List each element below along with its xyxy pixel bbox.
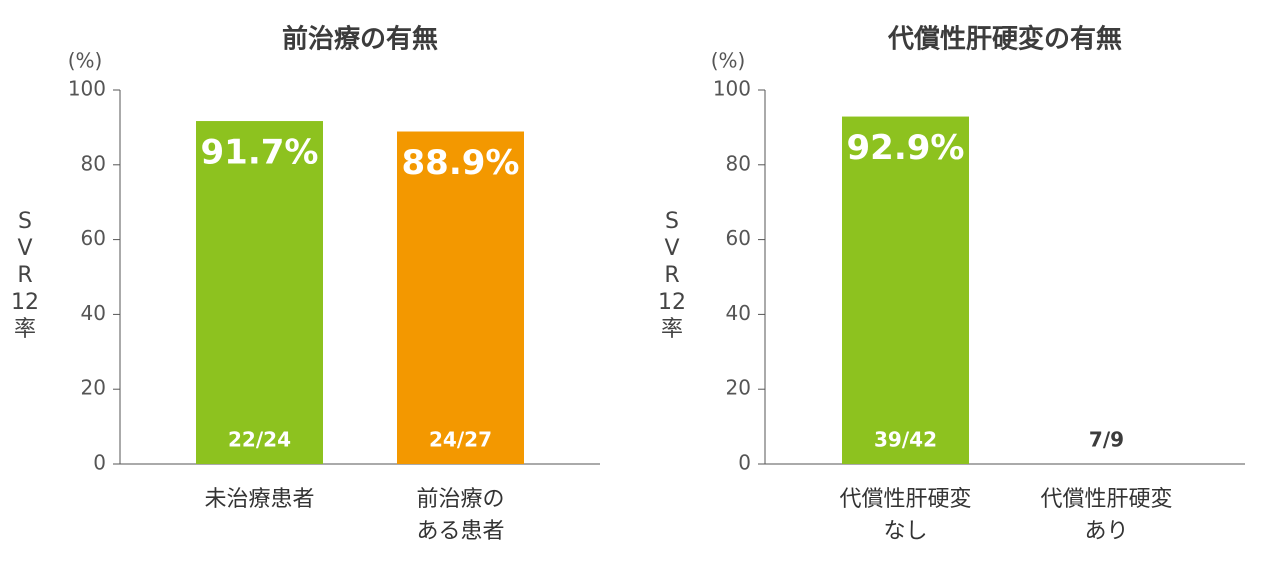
chart-title: 代償性肝硬変の有無 bbox=[887, 24, 1122, 55]
y-axis-label: S V R 12 率 bbox=[11, 209, 39, 342]
bar bbox=[842, 116, 969, 464]
value-label: 88.9% bbox=[402, 143, 520, 183]
count-label: 39/42 bbox=[874, 428, 937, 452]
x-tick-label: 代償性肝硬変あり bbox=[1040, 487, 1172, 544]
y-tick-label: 40 bbox=[81, 301, 106, 325]
unit-label: (%) bbox=[68, 49, 103, 73]
x-tick-label: 未治療患者 bbox=[204, 487, 314, 512]
y-tick-label: 80 bbox=[81, 151, 106, 175]
y-tick-label: 20 bbox=[81, 376, 106, 400]
x-tick-label: 前治療のある患者 bbox=[416, 487, 504, 544]
x-tick-label: 代償性肝硬変なし bbox=[839, 487, 971, 544]
y-tick-label: 60 bbox=[81, 226, 106, 250]
y-axis-label: S V R 12 率 bbox=[658, 209, 686, 342]
value-label: 92.9% bbox=[847, 128, 965, 168]
y-tick-label: 20 bbox=[726, 376, 751, 400]
y-tick-label: 40 bbox=[726, 301, 751, 325]
unit-label: (%) bbox=[711, 49, 746, 73]
value-label: 91.7% bbox=[201, 133, 319, 173]
y-tick-label: 100 bbox=[68, 77, 106, 101]
count-label: 22/24 bbox=[228, 428, 291, 452]
y-tick-label: 0 bbox=[93, 451, 106, 475]
count-label: 24/27 bbox=[429, 428, 492, 452]
y-tick-label: 60 bbox=[726, 226, 751, 250]
bar bbox=[397, 131, 524, 464]
y-tick-label: 80 bbox=[726, 151, 751, 175]
bar bbox=[196, 121, 323, 465]
chart-title: 前治療の有無 bbox=[282, 24, 438, 55]
y-tick-label: 0 bbox=[738, 451, 751, 475]
y-tick-label: 100 bbox=[713, 77, 751, 101]
count-label: 7/9 bbox=[1089, 428, 1124, 452]
